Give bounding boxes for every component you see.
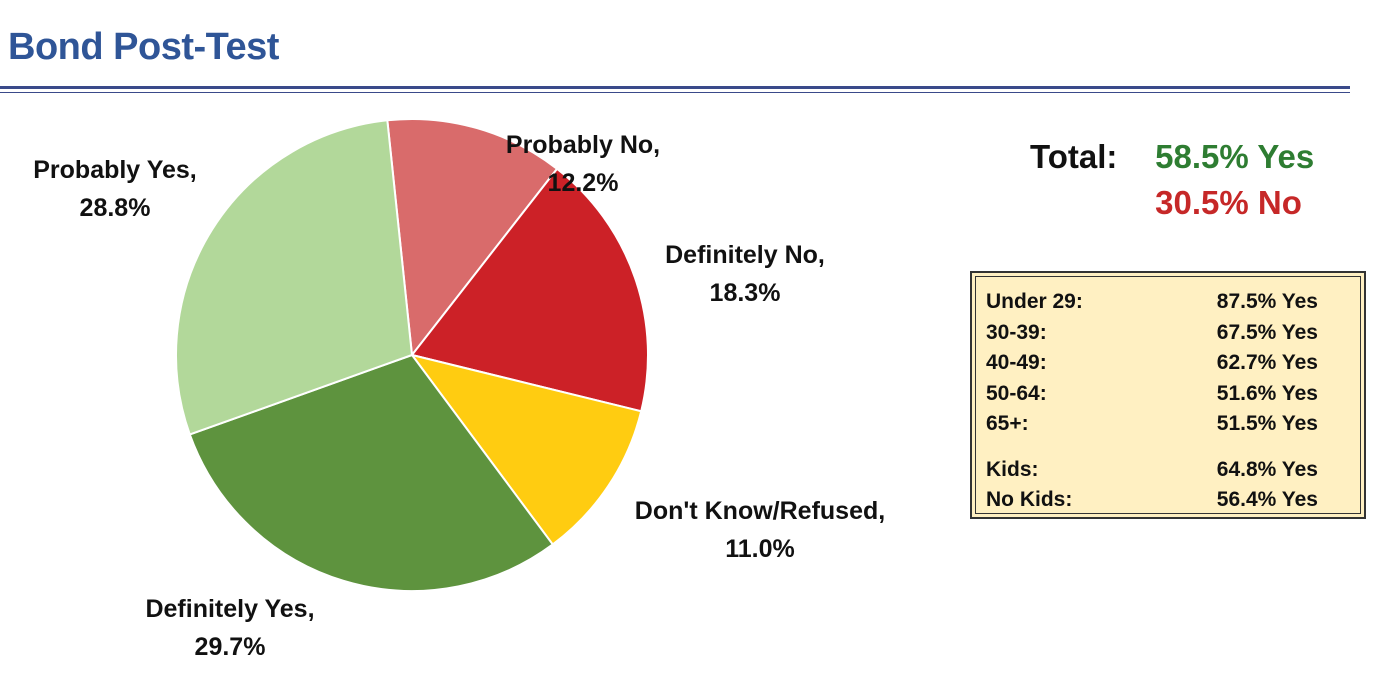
pie-slice-probably-no: [386, 117, 559, 358]
breakdown-row: No Kids: 56.4% Yes: [986, 485, 1352, 516]
slice-label-definitely-no: Definitely No, 18.3%: [665, 236, 825, 312]
breakdown-value: 62.7% Yes: [1216, 351, 1318, 374]
slice-value: 29.7%: [194, 633, 266, 661]
pie-slice-probably-yes: [175, 119, 414, 436]
slice-value: 12.2%: [547, 169, 619, 197]
slice-name: Definitely No,: [665, 241, 825, 269]
breakdown-value: 67.5% Yes: [1216, 320, 1318, 344]
pie-slice-dont-know: [409, 353, 643, 546]
breakdown-label: Kids:: [986, 457, 1039, 481]
title-divider: [0, 86, 1350, 93]
slice-name: Probably No,: [505, 131, 661, 159]
breakdown-value: 87.5% Yes: [1216, 290, 1318, 313]
total-label: Total:: [1030, 138, 1118, 175]
slice-name: Don't Know/Refused,: [634, 497, 886, 525]
breakdown-row: Under 29: 87.5% Yes: [986, 287, 1352, 318]
slice-label-dont-know: Don't Know/Refused, 11.0%: [635, 492, 885, 568]
total-no: 30.5% No: [1155, 184, 1302, 221]
breakdown-row: 40-49: 62.7% Yes: [986, 348, 1352, 379]
slice-value: 28.8%: [79, 194, 151, 222]
breakdown-label: 40-49:: [986, 351, 1047, 374]
breakdown-label: 50-64:: [986, 381, 1047, 405]
breakdown-label: 30-39:: [986, 320, 1047, 344]
breakdown-spacer: [986, 440, 1352, 455]
breakdown-value: 51.5% Yes: [1216, 412, 1318, 435]
breakdown-label: 65+:: [986, 412, 1029, 435]
total-yes: 58.5% Yes: [1155, 138, 1315, 175]
breakdown-value: 64.8% Yes: [1216, 457, 1318, 481]
breakdown-value: 51.6% Yes: [1216, 381, 1318, 405]
breakdown-label: No Kids:: [986, 488, 1073, 511]
pie-slice-definitely-no: [410, 167, 649, 413]
breakdown-row: 50-64: 51.6% Yes: [986, 379, 1352, 410]
page-title: Bond Post-Test: [8, 26, 279, 68]
slice-name: Definitely Yes,: [145, 595, 315, 623]
total-values: 58.5% Yes 30.5% No: [1155, 134, 1314, 226]
total-summary: Total: 58.5% Yes 30.5% No: [1030, 134, 1314, 226]
slice-label-probably-yes: Probably Yes, 28.8%: [33, 151, 197, 227]
slice-name: Probably Yes,: [33, 156, 197, 184]
pie-slice-definitely-yes: [188, 353, 555, 592]
breakdown-row: 65+: 51.5% Yes: [986, 409, 1352, 440]
breakdown-value: 56.4% Yes: [1216, 488, 1318, 511]
slice-label-probably-no: Probably No, 12.2%: [506, 126, 660, 202]
breakdown-table: Under 29: 87.5% Yes 30-39: 67.5% Yes 40-…: [970, 271, 1366, 519]
slice-value: 11.0%: [725, 535, 795, 563]
breakdown-row: Kids: 64.8% Yes: [986, 455, 1352, 486]
breakdown-row: 30-39: 67.5% Yes: [986, 318, 1352, 349]
breakdown-label: Under 29:: [986, 290, 1083, 313]
slice-label-definitely-yes: Definitely Yes, 29.7%: [145, 590, 314, 666]
pie-slices: [175, 117, 649, 592]
slice-value: 18.3%: [709, 279, 781, 307]
